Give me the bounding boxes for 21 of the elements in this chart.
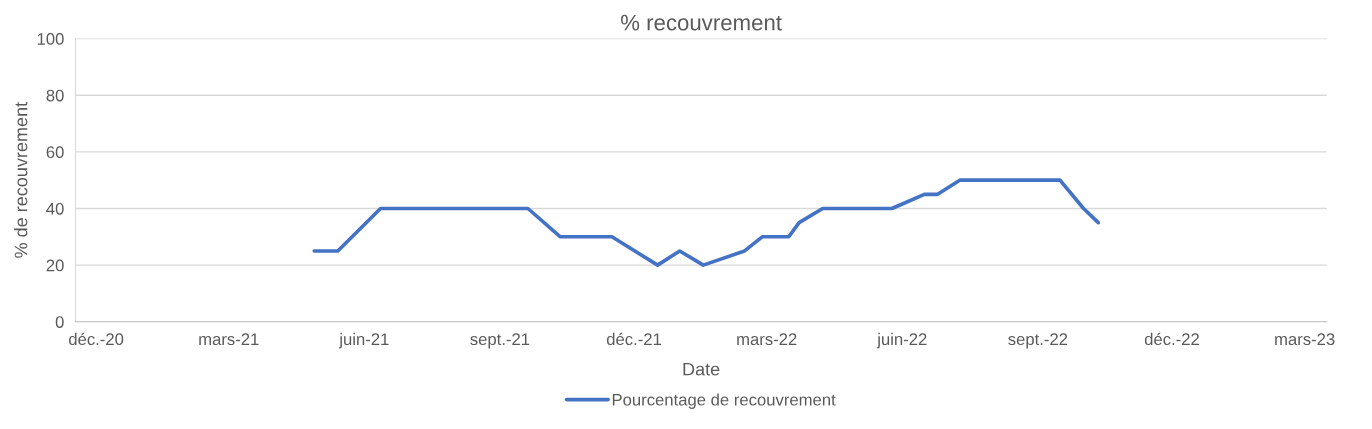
x-tick-label: déc.-22: [1144, 332, 1199, 346]
x-tick-label: juin-22: [876, 332, 927, 349]
y-tick-label: 60: [46, 146, 64, 159]
chart-title: % recouvrement: [620, 14, 782, 31]
y-axis-title: % de recouvrement: [14, 102, 28, 258]
y-tick-label: 0: [55, 316, 64, 328]
y-tick-label: 20: [46, 259, 64, 272]
x-tick-label: juin-21: [338, 332, 389, 349]
x-tick-label: sept.-22: [1008, 333, 1068, 349]
x-tick-label: mars-21: [199, 333, 259, 346]
x-tick-label: déc.-21: [606, 332, 662, 346]
y-tick-label: 80: [46, 89, 64, 102]
y-tick-label: 40: [46, 202, 64, 215]
legend-label: Pourcentage de recouvrement: [612, 393, 836, 409]
x-tick-label: déc.-20: [69, 332, 124, 346]
x-tick-label: sept.-21: [470, 333, 530, 349]
line-series: [312, 178, 1101, 267]
y-tick-label: 100: [37, 33, 64, 45]
x-tick-label: mars-22: [737, 333, 797, 346]
x-axis-title: Date: [683, 362, 720, 376]
x-tick-label: mars-23: [1275, 333, 1335, 346]
